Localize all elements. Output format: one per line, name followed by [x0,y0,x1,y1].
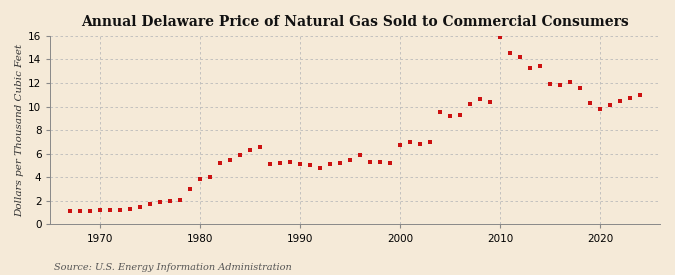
Point [585,101,595,105]
Point [405,140,416,144]
Point [65,209,76,214]
Point [364,160,375,164]
Point [455,112,466,117]
Point [565,80,576,84]
Point [155,200,166,204]
Point [105,208,116,213]
Point [95,208,106,213]
Point [574,86,585,90]
Point [205,175,216,180]
Point [315,166,325,170]
Text: Source: U.S. Energy Information Administration: Source: U.S. Energy Information Administ… [54,263,292,272]
Point [225,157,236,162]
Point [185,187,196,191]
Point [385,160,396,165]
Point [485,100,495,104]
Point [145,202,156,207]
Point [255,145,266,149]
Point [634,92,645,97]
Point [535,64,545,68]
Point [375,160,385,164]
Point [414,141,425,146]
Point [624,96,635,100]
Point [595,107,605,112]
Point [524,65,535,70]
Point [495,35,506,39]
Point [605,103,616,108]
Y-axis label: Dollars per Thousand Cubic Feet: Dollars per Thousand Cubic Feet [15,43,24,217]
Point [305,163,316,168]
Point [115,208,126,213]
Point [195,177,206,181]
Point [435,110,446,115]
Point [295,162,306,166]
Point [395,143,406,148]
Point [265,162,275,166]
Point [75,209,86,214]
Point [125,207,136,211]
Point [345,157,356,162]
Point [215,160,225,165]
Point [355,153,366,157]
Title: Annual Delaware Price of Natural Gas Sold to Commercial Consumers: Annual Delaware Price of Natural Gas Sol… [82,15,629,29]
Point [275,161,286,165]
Point [425,140,435,144]
Point [335,161,346,165]
Point [175,197,186,202]
Point [245,147,256,152]
Point [135,205,146,209]
Point [85,209,96,214]
Point [505,51,516,56]
Point [235,153,246,158]
Point [165,199,176,203]
Point [285,160,296,164]
Point [615,98,626,103]
Point [465,101,476,106]
Point [545,82,556,86]
Point [325,162,335,166]
Point [555,83,566,87]
Point [515,55,526,59]
Point [475,97,485,102]
Point [445,114,456,118]
